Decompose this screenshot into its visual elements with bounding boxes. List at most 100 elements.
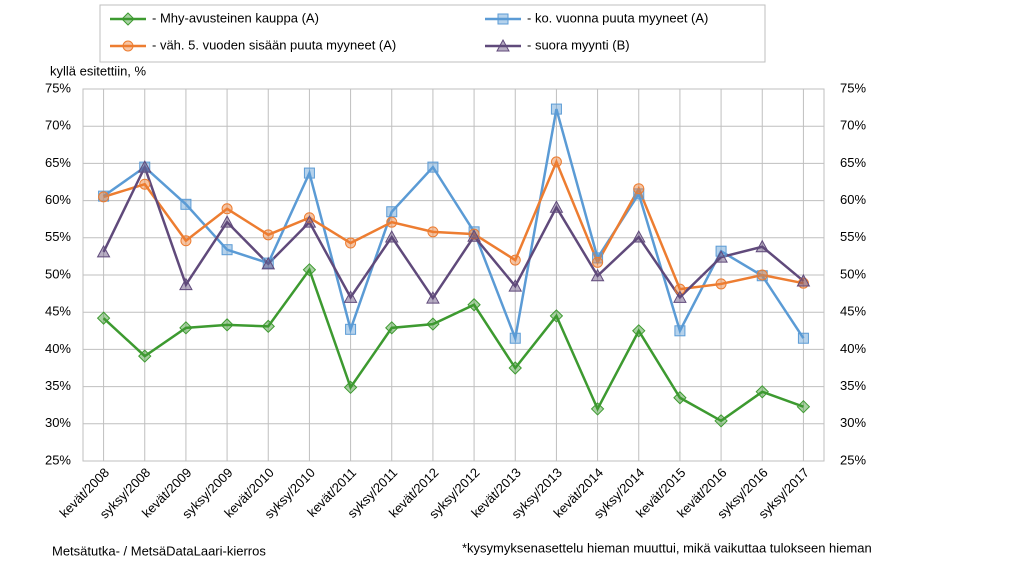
data-point (714, 250, 728, 263)
legend-box (99, 4, 766, 63)
y-tick-label: 30% (45, 415, 71, 430)
data-point (343, 290, 358, 303)
series-line (102, 108, 805, 343)
data-point (386, 216, 398, 228)
series-line (102, 267, 804, 423)
y2-tick-label: 50% (840, 266, 866, 281)
data-point (261, 319, 275, 334)
data-point (633, 183, 645, 195)
y2-tick-label: 45% (840, 304, 866, 319)
legend-label: - ko. vuonna puuta myyneet (A) (527, 10, 708, 25)
data-point (179, 277, 193, 291)
data-point (673, 290, 687, 303)
footnote: Metsätutka- / MetsäDataLaari-kierros (52, 543, 266, 558)
data-point (386, 206, 398, 218)
data-point (220, 318, 234, 332)
data-point (468, 228, 480, 240)
y-axis-title: kyllä esitettiin, % (50, 63, 147, 78)
data-point (302, 215, 317, 228)
y-tick-label: 45% (45, 304, 71, 319)
data-point (179, 321, 193, 335)
legend-marker (121, 12, 135, 26)
data-point (302, 263, 317, 277)
data-point (385, 321, 399, 335)
data-point (98, 191, 110, 203)
plot-border (82, 88, 825, 462)
legend-marker (496, 38, 510, 52)
data-point (796, 399, 811, 414)
y-tick-label: 55% (45, 229, 71, 244)
data-point (796, 273, 811, 287)
data-point (673, 391, 687, 405)
y-tick-label: 70% (45, 118, 71, 133)
y-tick-label: 35% (45, 378, 71, 393)
series-line (102, 163, 805, 301)
y2-tick-label: 60% (840, 192, 866, 207)
data-point (180, 198, 192, 210)
data-point (96, 311, 111, 325)
data-point (220, 215, 234, 228)
y2-tick-label: 40% (840, 341, 866, 356)
data-point (631, 230, 646, 243)
footnote: *kysymyksenasettelu hieman muuttui, mikä… (462, 540, 872, 555)
series-line (103, 158, 804, 291)
data-point (756, 269, 768, 281)
data-point (384, 230, 399, 243)
data-point (262, 229, 274, 241)
data-point (550, 156, 562, 168)
data-point (343, 380, 358, 395)
data-point (714, 414, 728, 428)
data-point (755, 239, 770, 253)
data-point (427, 226, 439, 238)
data-point (180, 235, 192, 247)
data-point (137, 160, 152, 173)
data-point (139, 178, 151, 190)
data-point (427, 161, 439, 173)
data-point (138, 349, 152, 363)
data-point (549, 309, 564, 323)
data-point (96, 244, 111, 258)
y-tick-label: 60% (45, 192, 71, 207)
y-tick-label: 65% (45, 155, 71, 170)
data-point (549, 200, 564, 213)
data-point (632, 324, 646, 338)
y2-tick-label: 30% (840, 415, 866, 430)
data-point (674, 283, 686, 295)
data-point (426, 317, 440, 331)
y2-tick-label: 55% (840, 229, 866, 244)
data-point (345, 237, 357, 249)
y-tick-label: 75% (45, 80, 71, 95)
data-point (590, 402, 605, 416)
legend-marker (122, 40, 134, 52)
data-point (550, 103, 562, 115)
data-point (509, 254, 521, 266)
y-tick-label: 50% (45, 266, 71, 281)
data-point (261, 256, 276, 270)
y2-tick-label: 75% (840, 80, 866, 95)
data-point (221, 244, 233, 256)
legend-label: - väh. 5. vuoden sisään puuta myyneet (A… (152, 37, 396, 52)
data-point (509, 332, 521, 344)
y2-tick-label: 35% (840, 378, 866, 393)
data-point (467, 229, 481, 242)
data-point (592, 256, 604, 268)
data-point (508, 361, 522, 375)
y-tick-label: 25% (45, 452, 71, 467)
data-point (715, 278, 727, 290)
data-point (303, 167, 315, 179)
data-point (508, 279, 523, 292)
data-point (345, 323, 357, 335)
y2-tick-label: 25% (840, 452, 866, 467)
data-point (426, 291, 440, 304)
y2-tick-label: 65% (840, 155, 866, 170)
data-point (221, 203, 233, 215)
data-point (590, 268, 605, 282)
data-point (674, 325, 686, 337)
data-point (467, 298, 481, 312)
y2-tick-label: 70% (840, 118, 866, 133)
legend-label: - suora myynti (B) (527, 37, 630, 52)
legend-label: - Mhy-avusteinen kauppa (A) (152, 10, 319, 25)
data-point (592, 252, 604, 264)
